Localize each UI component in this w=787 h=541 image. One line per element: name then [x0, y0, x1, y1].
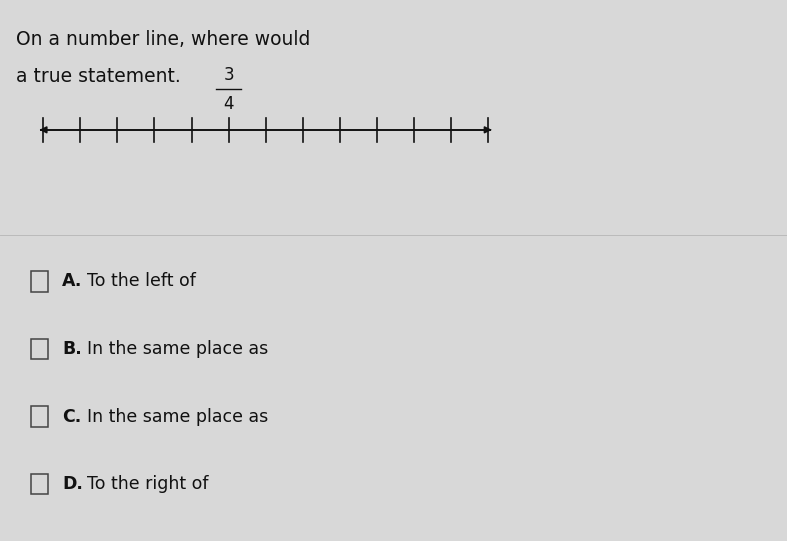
Text: C.: C.: [62, 407, 81, 426]
Text: On a number line, where would: On a number line, where would: [16, 30, 316, 49]
Text: D.: D.: [62, 475, 83, 493]
Bar: [31, 339, 48, 359]
Bar: [31, 271, 48, 292]
Text: In the same place as: In the same place as: [87, 407, 274, 426]
Text: a true statement.: a true statement.: [16, 67, 180, 85]
Text: In the same place as: In the same place as: [87, 340, 274, 358]
Text: To the right of: To the right of: [87, 475, 214, 493]
Text: 3: 3: [224, 66, 234, 84]
Text: A.: A.: [62, 272, 83, 291]
Bar: [31, 474, 48, 494]
Text: 4: 4: [224, 95, 234, 113]
Text: To the left of: To the left of: [87, 272, 201, 291]
Text: B.: B.: [62, 340, 82, 358]
Bar: [31, 406, 48, 427]
